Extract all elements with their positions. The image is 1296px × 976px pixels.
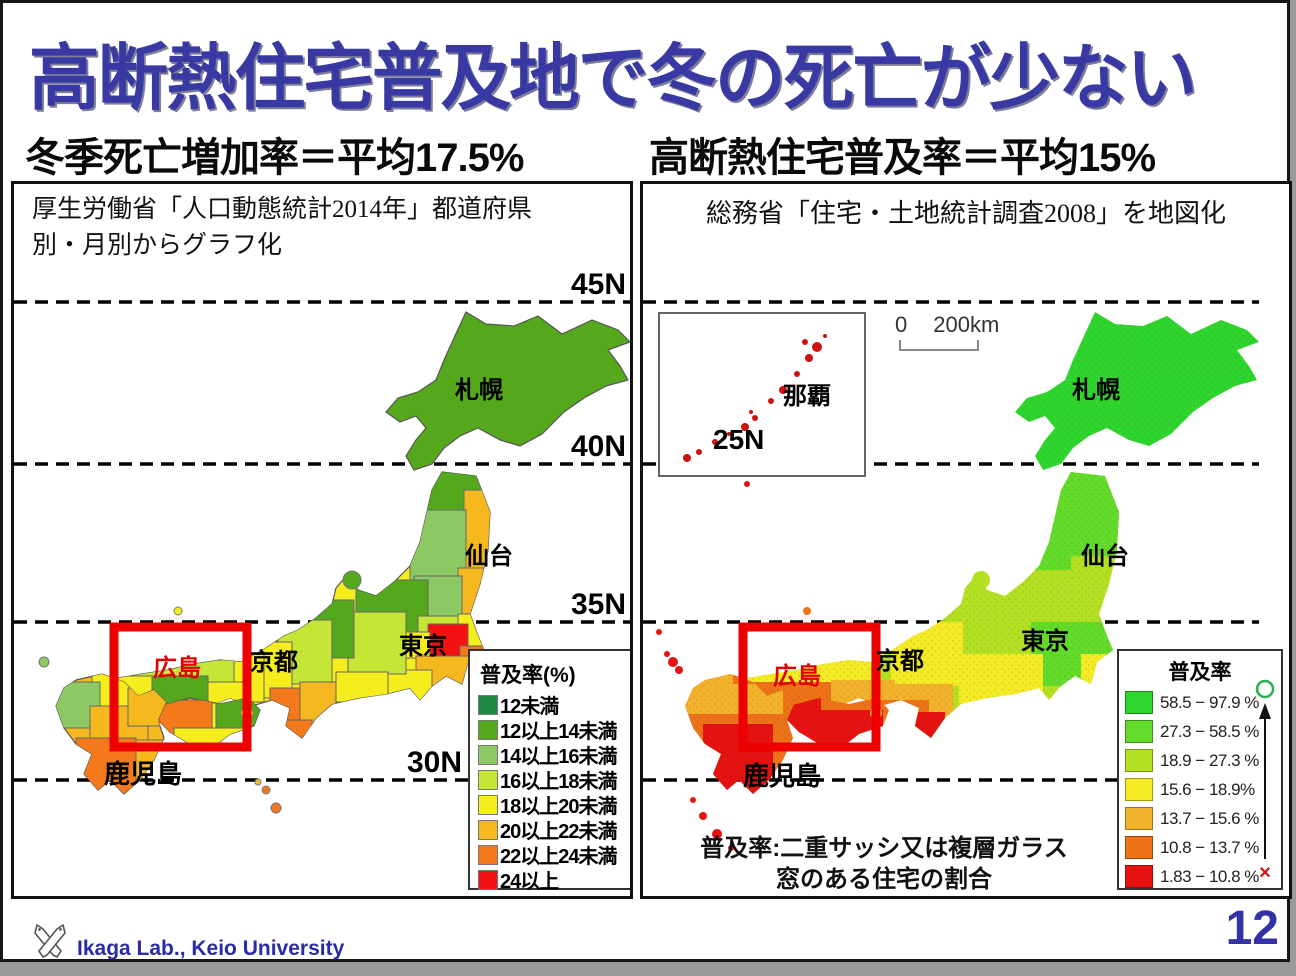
city-label-hiroshima: 広島 xyxy=(153,655,201,682)
legend-swatch xyxy=(1125,807,1153,830)
left-legend-title: 普及率(%) xyxy=(480,664,576,687)
legend-label: 12以上14未満 xyxy=(500,721,617,743)
city-label-sapporo: 札幌 xyxy=(455,377,503,404)
arrow-up-icon xyxy=(1259,703,1271,719)
legend-row: 1.83 − 10.8 % xyxy=(1125,862,1259,891)
city-label-kagoshima: 鹿児島 xyxy=(104,759,183,789)
scale-bar-start: 0 xyxy=(895,312,908,337)
legend-row: 15.6 − 18.9% xyxy=(1125,775,1255,804)
footer-lab-name: Ikaga Lab., Keio University xyxy=(77,937,345,960)
page-number: 12 xyxy=(1225,902,1279,955)
keio-pen-logo-icon xyxy=(34,924,66,958)
legend-swatch xyxy=(478,744,498,765)
legend-label: 18.9 − 27.3 % xyxy=(1160,750,1259,770)
city-label-tokyo: 東京 xyxy=(399,633,447,660)
city-label-hiroshima: 広島 xyxy=(773,663,821,690)
right-japan-choropleth xyxy=(643,300,1259,851)
legend-row: 16以上18未満 xyxy=(478,767,622,793)
latitude-label-45n: 45N xyxy=(570,268,626,301)
legend-row: 24以上 xyxy=(478,867,622,893)
legend-swatch xyxy=(478,769,498,790)
legend-row: 27.3 − 58.5 % xyxy=(1125,717,1259,746)
legend-label: 27.3 − 58.5 % xyxy=(1160,721,1259,741)
legend-row: 14以上16未満 xyxy=(478,742,622,768)
hiroshima-highlight-rect xyxy=(738,622,881,752)
legend-label: 13.7 − 15.6 % xyxy=(1160,808,1259,828)
city-label-sendai: 仙台 xyxy=(465,543,513,570)
right-source-note: 総務省「住宅・土地統計調査2008」を地図化 xyxy=(705,199,1226,228)
city-label-sapporo: 札幌 xyxy=(1072,377,1120,404)
legend-row: 10.8 − 13.7 % xyxy=(1125,833,1259,862)
footer: Ikaga Lab., Keio University 12 xyxy=(3,901,1293,963)
legend-swatch xyxy=(478,844,498,865)
legend-row: 22以上24未満 xyxy=(478,842,622,868)
legend-swatch xyxy=(478,719,498,740)
worst-marker-icon: × xyxy=(1259,862,1271,883)
legend-row: 18以上20未満 xyxy=(478,792,622,818)
latitude-label-40n: 40N xyxy=(570,430,626,463)
left-legend: 普及率(%) 12未満 12以上14未満 14以上16未満 16以上18未満 18以上2… xyxy=(468,649,630,893)
legend-label: 22以上24未満 xyxy=(500,846,617,868)
city-label-naha: 那覇 xyxy=(783,383,831,410)
right-legend-title: 普及率 xyxy=(1168,661,1232,684)
legend-swatch xyxy=(1125,691,1153,714)
left-map xyxy=(14,184,630,896)
left-japan-choropleth xyxy=(14,300,630,814)
legend-swatch xyxy=(1125,865,1153,888)
legend-swatch xyxy=(1125,778,1153,801)
legend-label: 18以上20未満 xyxy=(500,796,617,818)
city-label-kyoto: 京都 xyxy=(876,648,924,675)
legend-label: 16以上18未満 xyxy=(500,771,617,793)
slide-title: 高断熱住宅普及地で冬の死亡が少ない xyxy=(29,39,1197,119)
legend-row: 12未満 xyxy=(478,692,622,718)
latitude-label-35n: 35N xyxy=(570,588,626,621)
latitude-label-25n: 25N xyxy=(713,424,765,455)
right-map-panel: 総務省「住宅・土地統計調査2008」を地図化 0 200km 那覇 25N 札幌… xyxy=(640,181,1292,899)
legend-swatch xyxy=(1125,749,1153,772)
legend-swatch xyxy=(478,794,498,815)
legend-label: 24以上 xyxy=(500,871,559,893)
legend-row: 13.7 − 15.6 % xyxy=(1125,804,1259,833)
latitude-label-30n: 30N xyxy=(406,746,462,779)
hiroshima-highlight-rect xyxy=(109,622,252,752)
scale-bar-end: 200km xyxy=(933,312,1000,337)
legend-label: 1.83 − 10.8 % xyxy=(1160,866,1259,886)
left-heading: 冬季死亡増加率＝平均17.5% xyxy=(25,136,524,180)
city-label-sendai: 仙台 xyxy=(1081,543,1129,570)
legend-label: 10.8 − 13.7 % xyxy=(1160,837,1259,857)
legend-swatch xyxy=(478,819,498,840)
city-label-kyoto: 京都 xyxy=(250,649,298,676)
legend-row: 20以上22未満 xyxy=(478,817,622,843)
legend-row: 58.5 − 97.9 % xyxy=(1125,688,1259,717)
legend-row: 18.9 − 27.3 % xyxy=(1125,746,1259,775)
legend-label: 58.5 − 97.9 % xyxy=(1160,692,1259,712)
legend-swatch xyxy=(478,869,498,890)
right-legend: 普及率 58.5 − 97.9 % 27.3 − 58.5 % 18.9 − 27.… xyxy=(1117,649,1283,890)
legend-row: 12以上14未満 xyxy=(478,717,622,743)
okinawa-inset xyxy=(658,312,866,477)
city-label-kagoshima: 鹿児島 xyxy=(743,761,822,791)
penetration-definition-caption: 普及率:二重サッシ又は複層ガラス 窓のある住宅の割合 xyxy=(700,835,1068,893)
legend-swatch xyxy=(1125,836,1153,859)
scale-bar-bracket xyxy=(899,340,979,351)
left-map-panel: 厚生労働省「人口動態統計2014年」都道府県 別・月別からグラフ化 45N 40… xyxy=(11,181,633,899)
scale-bar: 0 200km xyxy=(887,312,1000,351)
legend-rank-arrow: × xyxy=(1255,679,1275,883)
best-marker-icon xyxy=(1255,679,1275,699)
legend-swatch xyxy=(1125,720,1153,743)
legend-label: 14以上16未満 xyxy=(500,746,617,768)
city-label-tokyo: 東京 xyxy=(1021,628,1069,655)
legend-label: 12未満 xyxy=(500,696,559,718)
right-map xyxy=(643,184,1259,896)
legend-label: 15.6 − 18.9% xyxy=(1160,779,1255,799)
left-source-note: 厚生労働省「人口動態統計2014年」都道府県 別・月別からグラフ化 xyxy=(32,196,533,259)
legend-swatch xyxy=(478,694,498,715)
legend-label: 20以上22未満 xyxy=(500,821,617,843)
right-heading: 高断熱住宅普及率＝平均15% xyxy=(649,136,1156,180)
